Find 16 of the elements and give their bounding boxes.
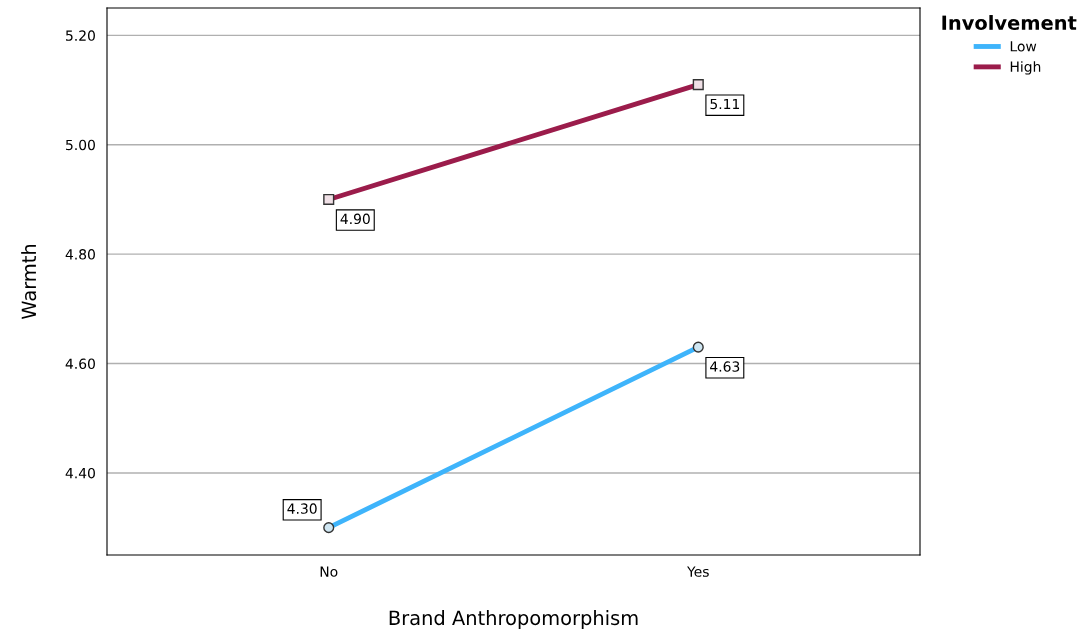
y-tick-label: 4.60 (65, 358, 95, 370)
x-tick-label: Yes (687, 566, 709, 577)
data-label: 4.63 (710, 361, 740, 372)
y-tick-label: 4.40 (65, 467, 95, 479)
legend-label: Low (1010, 41, 1037, 52)
y-tick-label: 4.80 (65, 249, 95, 260)
data-label: 4.90 (340, 213, 370, 225)
data-label: 5.11 (710, 98, 740, 110)
x-axis-title: Brand Anthropomorphism (389, 610, 638, 629)
legend-label: High (1010, 61, 1041, 75)
legend-title: Involvement (942, 15, 1077, 31)
y-axis-title: Warmth (21, 244, 37, 320)
y-tick-label: 5.00 (66, 139, 95, 151)
y-tick-label: 5.20 (66, 30, 95, 41)
x-tick-label: No (320, 566, 338, 577)
data-label: 4.30 (287, 503, 317, 514)
